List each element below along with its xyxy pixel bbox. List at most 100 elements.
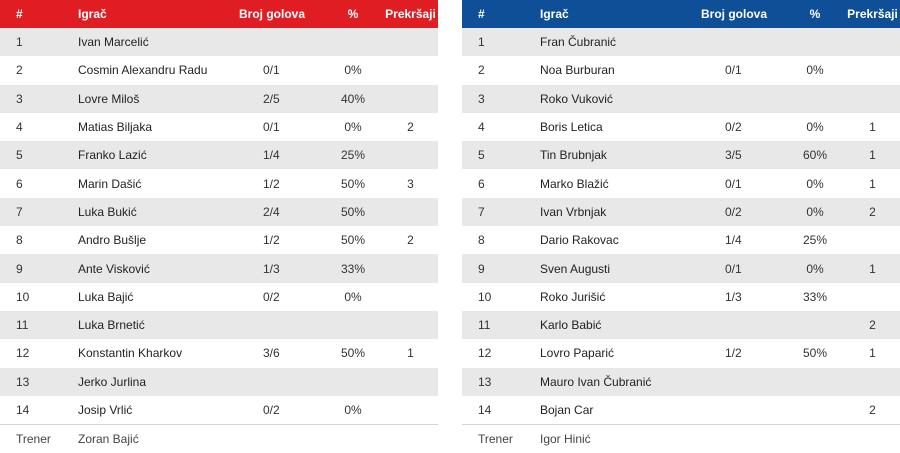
percent-cell (323, 310, 383, 340)
percent-cell (785, 395, 845, 425)
goals-cell: 0/2 (695, 112, 785, 142)
fouls-cell (383, 310, 438, 340)
player-number-cell: 13 (462, 367, 540, 396)
player-name-cell: Sven Augusti (540, 254, 695, 283)
player-number-cell: 5 (0, 141, 78, 170)
player-name-cell: Ivan Vrbnjak (540, 197, 695, 227)
percent-cell: 25% (323, 141, 383, 170)
coach-name: Igor Hinić (540, 424, 900, 453)
goals-cell (695, 84, 785, 113)
goals-cell (695, 395, 785, 425)
player-number-cell: 8 (462, 226, 540, 255)
goals-cell (233, 367, 323, 396)
player-number-cell: 10 (0, 282, 78, 311)
table-row: 6 Marko Blažić 0/1 0% 1 (462, 169, 900, 198)
player-number-cell: 3 (0, 84, 78, 113)
fouls-cell (383, 56, 438, 85)
goals-cell: 0/1 (233, 56, 323, 85)
player-name-cell: Fran Čubranić (540, 28, 695, 57)
table-row: 7 Ivan Vrbnjak 0/2 0% 2 (462, 197, 900, 227)
player-name-cell: Lovro Paparić (540, 339, 695, 368)
player-number-cell: 4 (0, 112, 78, 142)
player-number-cell: 12 (0, 339, 78, 368)
table-row: 2 Noa Burburan 0/1 0% (462, 56, 900, 85)
fouls-cell: 1 (845, 254, 900, 283)
player-name-cell: Boris Letica (540, 112, 695, 142)
player-number-cell: 7 (0, 197, 78, 227)
fouls-cell: 1 (845, 112, 900, 142)
player-name-cell: Tin Brubnjak (540, 141, 695, 170)
goals-cell: 0/1 (233, 112, 323, 142)
player-name-cell: Josip Vrlić (78, 395, 233, 425)
away-team-stats-panel: # Igrač Broj golova % Prekršaji 1 Fran Ču… (462, 0, 900, 453)
goals-cell: 0/1 (695, 254, 785, 283)
player-number-cell: 11 (462, 310, 540, 340)
away-team-stats-table: # Igrač Broj golova % Prekršaji 1 Fran Ču… (462, 0, 900, 453)
player-name-cell: Marko Blažić (540, 169, 695, 198)
coach-row: Trener Igor Hinić (462, 424, 900, 453)
home-team-stats-panel: # Igrač Broj golova % Prekršaji 1 Ivan Ma… (0, 0, 438, 453)
fouls-cell (383, 282, 438, 311)
goals-cell: 2/4 (233, 197, 323, 227)
goals-cell: 3/5 (695, 141, 785, 170)
player-name-cell: Ivan Marcelić (78, 28, 233, 57)
table-row: 12 Lovro Paparić 1/2 50% 1 (462, 339, 900, 368)
goals-cell: 0/2 (695, 197, 785, 227)
player-name-cell: Luka Bukić (78, 197, 233, 227)
percent-cell: 0% (785, 169, 845, 198)
player-number-cell: 6 (0, 169, 78, 198)
player-number-cell: 5 (462, 141, 540, 170)
goals-cell: 2/5 (233, 84, 323, 113)
table-row: 14 Josip Vrlić 0/2 0% (0, 395, 438, 425)
goals-cell: 1/4 (233, 141, 323, 170)
player-number-cell: 1 (0, 28, 78, 57)
goals-cell (233, 310, 323, 340)
player-name-cell: Andro Bušlje (78, 226, 233, 255)
fouls-cell (845, 367, 900, 396)
player-name-cell: Dario Rakovac (540, 226, 695, 255)
fouls-cell (383, 84, 438, 113)
player-name-cell: Jerko Jurlina (78, 367, 233, 396)
goals-cell: 1/4 (695, 226, 785, 255)
coach-row: Trener Zoran Bajić (0, 424, 438, 453)
player-name-cell: Mauro Ivan Čubranić (540, 367, 695, 396)
goals-cell: 1/2 (695, 339, 785, 368)
table-row: 9 Ante Visković 1/3 33% (0, 254, 438, 283)
percent-cell: 33% (785, 282, 845, 311)
percent-cell: 50% (323, 226, 383, 255)
player-name-cell: Bojan Car (540, 395, 695, 425)
column-header-goals: Broj golova (233, 0, 323, 28)
coach-label: Trener (0, 424, 78, 453)
table-row: 5 Tin Brubnjak 3/5 60% 1 (462, 141, 900, 170)
table-row: 6 Marin Dašić 1/2 50% 3 (0, 169, 438, 198)
table-row: 1 Ivan Marcelić (0, 28, 438, 57)
column-header-player: Igrač (78, 0, 233, 28)
percent-cell (323, 367, 383, 396)
fouls-cell (845, 84, 900, 113)
fouls-cell (383, 197, 438, 227)
home-team-stats-table: # Igrač Broj golova % Prekršaji 1 Ivan Ma… (0, 0, 438, 453)
table-row: 1 Fran Čubranić (462, 28, 900, 57)
fouls-cell: 2 (845, 310, 900, 340)
goals-cell: 1/2 (233, 169, 323, 198)
player-number-cell: 2 (462, 56, 540, 85)
percent-cell (785, 84, 845, 113)
fouls-cell: 2 (383, 226, 438, 255)
player-name-cell: Franko Lazić (78, 141, 233, 170)
percent-cell (785, 367, 845, 396)
player-number-cell: 14 (0, 395, 78, 425)
player-number-cell: 9 (0, 254, 78, 283)
player-number-cell: 10 (462, 282, 540, 311)
table-row: 4 Matias Biljaka 0/1 0% 2 (0, 112, 438, 142)
table-row: 12 Konstantin Kharkov 3/6 50% 1 (0, 339, 438, 368)
goals-cell (233, 28, 323, 57)
percent-cell: 50% (785, 339, 845, 368)
player-number-cell: 13 (0, 367, 78, 396)
player-number-cell: 3 (462, 84, 540, 113)
table-row: 13 Jerko Jurlina (0, 367, 438, 396)
table-row: 5 Franko Lazić 1/4 25% (0, 141, 438, 170)
column-header-fouls: Prekršaji (845, 0, 900, 28)
player-name-cell: Noa Burburan (540, 56, 695, 85)
column-header-player: Igrač (540, 0, 695, 28)
fouls-cell (845, 226, 900, 255)
